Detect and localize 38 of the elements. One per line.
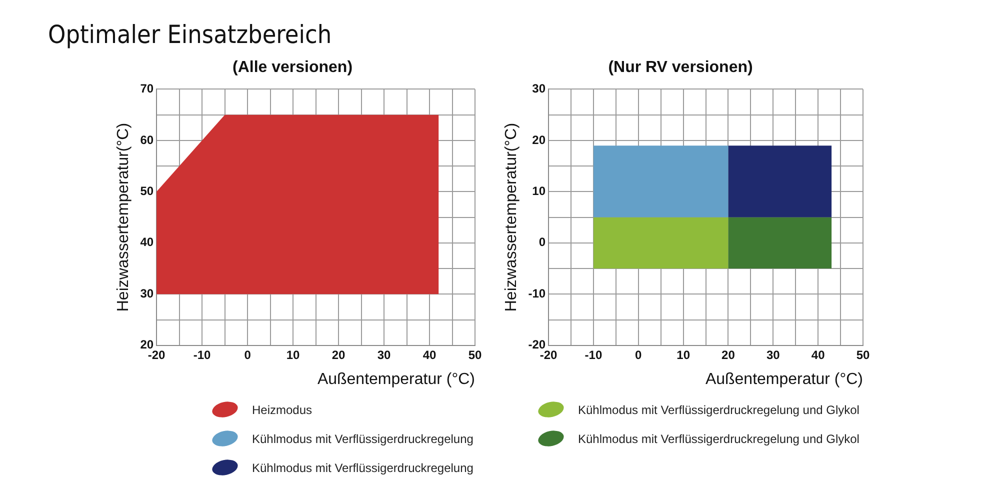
y-tick-label: -20: [528, 338, 546, 352]
y-tick-label: 70: [140, 82, 154, 96]
x-tick-label: 20: [332, 348, 346, 362]
legend-label: Kühlmodus mit Verflüssigerdruckregelung: [252, 432, 474, 446]
x-tick-label: 0: [635, 348, 642, 362]
x-tick-label: 10: [286, 348, 300, 362]
y-tick-label: 30: [532, 82, 546, 96]
x-tick-label: 20: [722, 348, 736, 362]
x-tick-label: -10: [584, 348, 602, 362]
y-tick-label: 20: [140, 338, 154, 352]
x-tick-label: 40: [422, 348, 436, 362]
x-tick-label: -10: [193, 348, 212, 362]
chart-title: (Nur RV versionen): [608, 59, 753, 76]
x-axis-title: Außentemperatur (°C): [705, 370, 863, 388]
x-tick-label: 40: [811, 348, 826, 362]
text: Optimaler Einsatzbereich: [48, 20, 332, 49]
y-tick-label: 40: [140, 235, 154, 250]
legend-label: Heizmodus: [252, 402, 312, 416]
legend-label: Kühlmodus mit Verflüssigerdruckregelung und Glykol: [578, 402, 860, 416]
x-tick-label: 30: [766, 348, 780, 362]
x-tick-label: 50: [468, 348, 482, 362]
y-tick-label: 20: [532, 132, 546, 147]
y-axis-title: Heizwassertemperatur(°C): [503, 122, 520, 312]
y-tick-label: -10: [528, 286, 546, 300]
y-axis-title: Heizwassertemperatur(°C): [115, 122, 132, 312]
chart-title: (Alle versionen): [232, 59, 353, 76]
x-axis-title: Außentemperatur (°C): [317, 370, 475, 388]
y-tick-label: 0: [538, 235, 546, 250]
x-tick-label: 0: [244, 348, 252, 362]
x-tick-label: 10: [676, 348, 690, 362]
x-tick-label: 50: [856, 348, 870, 362]
legend-label: Kühlmodus mit Verflüssigerdruckregelung und Glykol: [578, 432, 860, 446]
y-tick-label: 60: [140, 132, 154, 147]
y-tick-label: 50: [140, 184, 154, 198]
x-tick-label: 30: [377, 348, 392, 362]
y-tick-label: 30: [140, 286, 154, 300]
legend-label: Kühlmodus mit Verflüssigerdruckregelung: [252, 460, 474, 474]
y-tick-label: 10: [532, 184, 546, 198]
